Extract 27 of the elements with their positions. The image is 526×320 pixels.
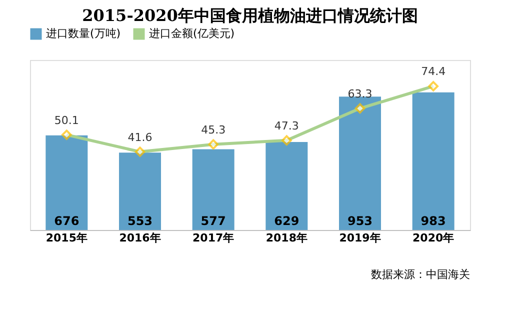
data-label: 41.6 (128, 130, 152, 144)
bar (412, 92, 454, 230)
data-label: 953 (347, 214, 373, 228)
data-label: 676 (54, 214, 80, 228)
bar (46, 135, 88, 230)
data-label: 50.1 (54, 114, 79, 127)
data-label: 74.4 (421, 65, 446, 78)
legend-label: 进口金额(亿美元) (149, 27, 235, 40)
chart-title: 2015-2020年中国食用植物油进口情况统计图 (82, 6, 418, 25)
bar (339, 96, 381, 230)
x-tick-label: 2019年 (339, 232, 381, 244)
bar (119, 152, 161, 230)
x-tick-label: 2016年 (119, 232, 161, 244)
source-note: 数据来源：中国海关 (371, 268, 470, 281)
bar (266, 142, 308, 230)
data-label: 629 (274, 214, 300, 228)
data-label: 47.3 (274, 119, 299, 132)
x-tick-label: 2020年 (412, 232, 454, 244)
x-tick-label: 2018年 (266, 232, 308, 244)
x-tick-label: 2015年 (46, 232, 88, 244)
data-label: 553 (127, 214, 153, 228)
x-tick-label: 2017年 (192, 232, 234, 244)
data-label: 45.3 (201, 123, 226, 136)
data-label: 983 (420, 214, 446, 228)
bar (192, 149, 234, 230)
legend-label: 进口数量(万吨) (46, 27, 121, 40)
data-label: 577 (200, 214, 226, 228)
